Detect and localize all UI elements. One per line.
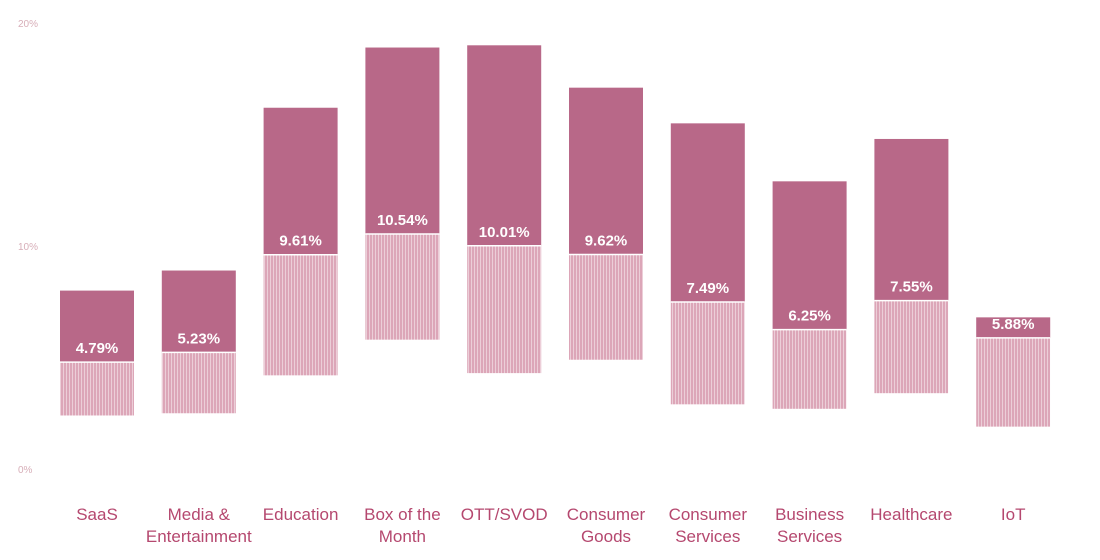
bar-lower xyxy=(365,233,440,340)
bar-lower xyxy=(569,254,643,360)
bar-lower xyxy=(772,329,847,409)
bar-upper xyxy=(161,270,236,353)
value-label: 10.54% xyxy=(377,212,428,229)
bar-upper xyxy=(670,123,745,302)
category-label: Healthcare xyxy=(870,505,952,524)
bars: 4.79% 5.23% 9.61% 10.54% 10.01% 9.62% 7.49% 6.2… xyxy=(60,45,1051,427)
value-label: 5.88% xyxy=(992,316,1035,333)
bar-lower xyxy=(263,254,338,376)
y-axis-ticks: 0% 10% 20% xyxy=(18,19,38,476)
category-label: Media & Entertainment xyxy=(146,505,252,546)
bar-lower xyxy=(60,362,134,416)
category-label: SaaS xyxy=(76,505,118,524)
y-tick-label: 10% xyxy=(18,242,38,253)
value-label: 4.79% xyxy=(76,340,119,357)
category-label: Consumer Goods xyxy=(567,505,646,546)
category-label: IoT xyxy=(1001,505,1026,524)
bar-upper xyxy=(976,317,1051,338)
bar-upper xyxy=(874,138,949,301)
bar-upper xyxy=(365,47,440,234)
category-label: Box of the Month xyxy=(364,505,441,546)
category-label: OTT/SVOD xyxy=(461,505,548,524)
bar-lower xyxy=(976,337,1051,427)
bar-lower xyxy=(670,301,745,405)
value-label: 6.25% xyxy=(788,308,831,325)
bar-lower xyxy=(161,352,236,414)
bar-upper xyxy=(467,45,542,246)
value-label: 9.62% xyxy=(585,232,628,249)
category-label: Consumer Services xyxy=(669,505,748,546)
bar-upper xyxy=(772,181,847,330)
value-label: 10.01% xyxy=(479,224,530,241)
x-axis-labels: SaaS Media & Entertainment Education Box of … xyxy=(76,505,1025,546)
y-tick-label: 0% xyxy=(18,465,33,476)
category-label: Education xyxy=(263,505,339,524)
bar-upper xyxy=(60,290,134,363)
bar-upper xyxy=(263,107,338,255)
value-label: 7.49% xyxy=(687,280,730,297)
y-tick-label: 20% xyxy=(18,19,38,30)
bar-lower xyxy=(467,245,542,374)
category-label: Business Services xyxy=(775,505,844,546)
bar-lower xyxy=(874,300,949,394)
value-label: 7.55% xyxy=(890,279,933,296)
value-label: 5.23% xyxy=(178,330,221,347)
value-label: 9.61% xyxy=(279,233,322,250)
bar-upper xyxy=(569,87,643,255)
